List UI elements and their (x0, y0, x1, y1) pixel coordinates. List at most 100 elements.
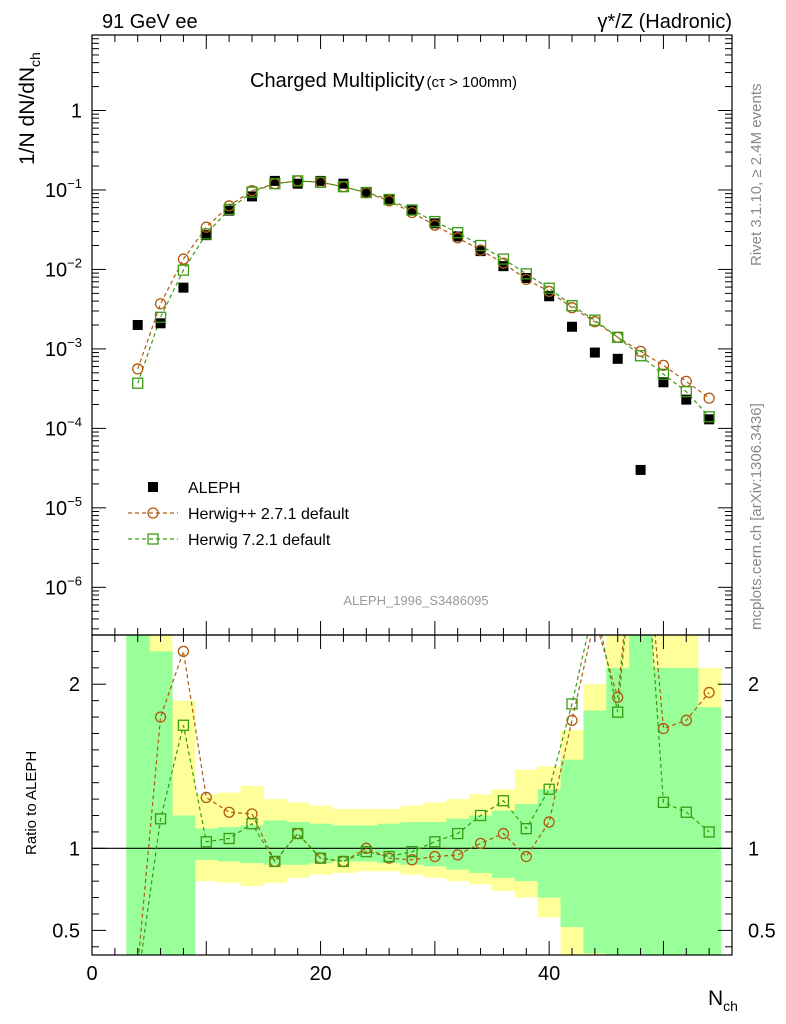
data-point (155, 318, 166, 329)
axis-ticks (91, 35, 733, 955)
data-point (154, 298, 167, 310)
data-point (703, 826, 715, 838)
data-point (474, 809, 487, 822)
data-point (703, 411, 715, 423)
rivet-version-label: Rivet 3.1.10, ≥ 2.4M events (748, 84, 765, 267)
data-point (383, 193, 395, 206)
band-green-bin (697, 707, 722, 955)
main-y-tick-label: 1 (71, 100, 82, 122)
data-point (520, 268, 532, 280)
legend-entry: ALEPH (188, 480, 240, 497)
data-point (452, 231, 463, 242)
data-point (497, 827, 510, 840)
data-point (704, 414, 715, 425)
data-point (521, 273, 532, 284)
plot-title: Charged Multiplicity (cτ > 100mm) (250, 70, 517, 92)
data-point (315, 175, 326, 186)
data-point (200, 221, 212, 233)
data-point (680, 714, 692, 726)
data-point (474, 239, 487, 252)
data-point (223, 832, 235, 845)
band-green-bin (240, 825, 265, 864)
data-point (589, 314, 601, 326)
data-point (635, 464, 646, 475)
band-green-bin (126, 635, 150, 955)
data-point (177, 264, 190, 276)
data-point (337, 855, 350, 868)
data-point (589, 347, 600, 358)
data-point (407, 205, 417, 216)
data-point (177, 253, 190, 265)
data-point (657, 359, 670, 372)
band-green-bin (263, 820, 287, 865)
data-point (657, 722, 670, 735)
data-point (520, 822, 532, 835)
ratio-y-tick-label-right: 2 (748, 674, 759, 696)
band-green-bin (537, 789, 562, 898)
axis-tick-labels: 0 20 40 1 10−1 10−2 10−3 10−4 10−5 10−6 2 2 1 1 0.5 0.5 (45, 100, 776, 985)
main-curves (132, 175, 715, 475)
band-green-bin (446, 818, 470, 870)
data-point (612, 331, 624, 343)
ratio-y-tick-label-right: 1 (748, 838, 759, 860)
data-point (566, 698, 578, 710)
data-point (292, 827, 304, 840)
ratio-line (140, 635, 710, 955)
data-point (658, 377, 669, 388)
ratio-uncertainty-bands (126, 635, 722, 955)
legend-entry: Herwig++ 2.7.1 default (188, 506, 350, 523)
band-green-bin (469, 815, 493, 873)
data-point (497, 253, 510, 265)
data-point (154, 813, 167, 825)
data-point (543, 816, 555, 828)
data-point (543, 783, 555, 795)
data-point (360, 845, 372, 858)
data-point (314, 852, 327, 864)
data-point (680, 806, 692, 818)
data-point (269, 175, 280, 186)
data-point (223, 806, 235, 818)
band-green-bin (172, 815, 196, 955)
x-tick-label: 20 (309, 963, 331, 985)
data-point (612, 691, 624, 704)
band-green-bin (423, 822, 447, 867)
main-y-tick-label: 10−1 (45, 176, 82, 202)
data-point (201, 230, 212, 241)
data-point (498, 261, 509, 272)
band-green-bin (332, 825, 356, 862)
data-point (612, 706, 624, 718)
data-point (177, 645, 190, 658)
data-point (361, 187, 372, 198)
data-point (680, 385, 692, 398)
mcplots-label: mcplots.cern.ch [arXiv:1306.3436] (748, 403, 765, 630)
data-point (681, 394, 692, 405)
band-green-bin (514, 804, 539, 882)
data-point (177, 719, 190, 731)
main-y-tick-label: 10−2 (45, 255, 82, 281)
ratio-line (138, 635, 710, 955)
series-line (137, 180, 710, 399)
data-point (154, 711, 167, 723)
data-point (132, 377, 144, 389)
main-y-tick-label: 10−6 (45, 573, 82, 599)
data-point (703, 686, 715, 699)
data-point (147, 533, 159, 545)
data-point (680, 375, 692, 388)
data-point (338, 178, 349, 189)
ratio-y-tick-label-left: 1 (69, 838, 80, 860)
data-point (132, 319, 143, 330)
data-point (567, 321, 577, 332)
band-green-bin (629, 635, 653, 955)
data-point (452, 849, 464, 861)
data-point (246, 186, 258, 198)
legend: ALEPH Herwig++ 2.7.1 default Herwig 7.2.1 … (128, 480, 350, 549)
data-point (657, 368, 670, 380)
band-green-bin (652, 667, 676, 955)
data-point (337, 181, 350, 193)
data-point (360, 186, 372, 199)
header-left-label: 91 GeV ee (102, 11, 198, 33)
data-point (247, 191, 257, 202)
main-y-tick-label: 10−5 (45, 494, 82, 520)
data-point (148, 482, 158, 492)
data-point (147, 507, 159, 519)
